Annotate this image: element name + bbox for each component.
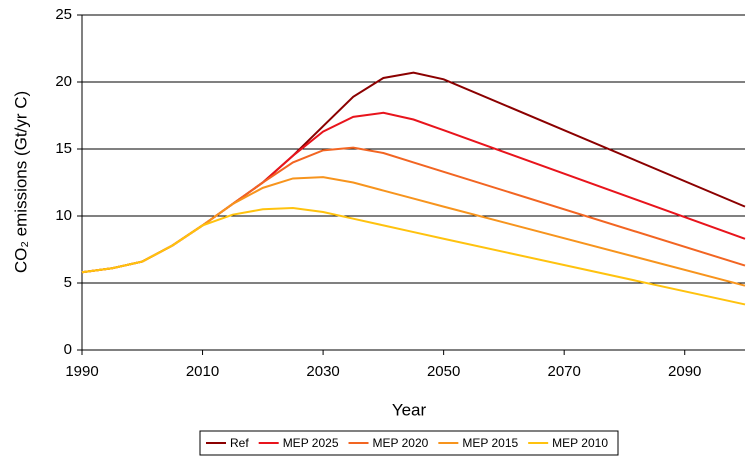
y-tick-label: 5 xyxy=(64,274,72,291)
series-line xyxy=(81,111,746,274)
legend-label: MEP 2020 xyxy=(373,436,429,450)
y-axis-label: CO₂ emissions (Gt/yr C) xyxy=(11,91,30,273)
x-axis-label: Year xyxy=(392,400,427,419)
y-tick-label: 20 xyxy=(55,73,72,90)
series-line xyxy=(81,146,746,274)
series-line xyxy=(81,206,746,306)
y-tick-label: 0 xyxy=(64,341,72,358)
x-tick-label: 2010 xyxy=(186,363,219,380)
legend: Ref MEP 2025 MEP 2020 MEP 2015 MEP 2010 xyxy=(199,430,619,456)
y-tick-label: 25 xyxy=(55,6,72,23)
x-tick-label: 2070 xyxy=(547,363,580,380)
legend-label: MEP 2010 xyxy=(552,436,608,450)
x-tick-label: 2050 xyxy=(427,363,460,380)
y-tick-label: 10 xyxy=(55,207,72,224)
x-tick-label: 2090 xyxy=(668,363,701,380)
series-line xyxy=(81,71,746,274)
legend-label: Ref xyxy=(230,436,249,450)
x-tick-label: 1990 xyxy=(65,363,98,380)
legend-label: MEP 2025 xyxy=(283,436,339,450)
x-tick-label: 2030 xyxy=(306,363,339,380)
y-tick-label: 15 xyxy=(55,140,72,157)
legend-label: MEP 2015 xyxy=(462,436,518,450)
